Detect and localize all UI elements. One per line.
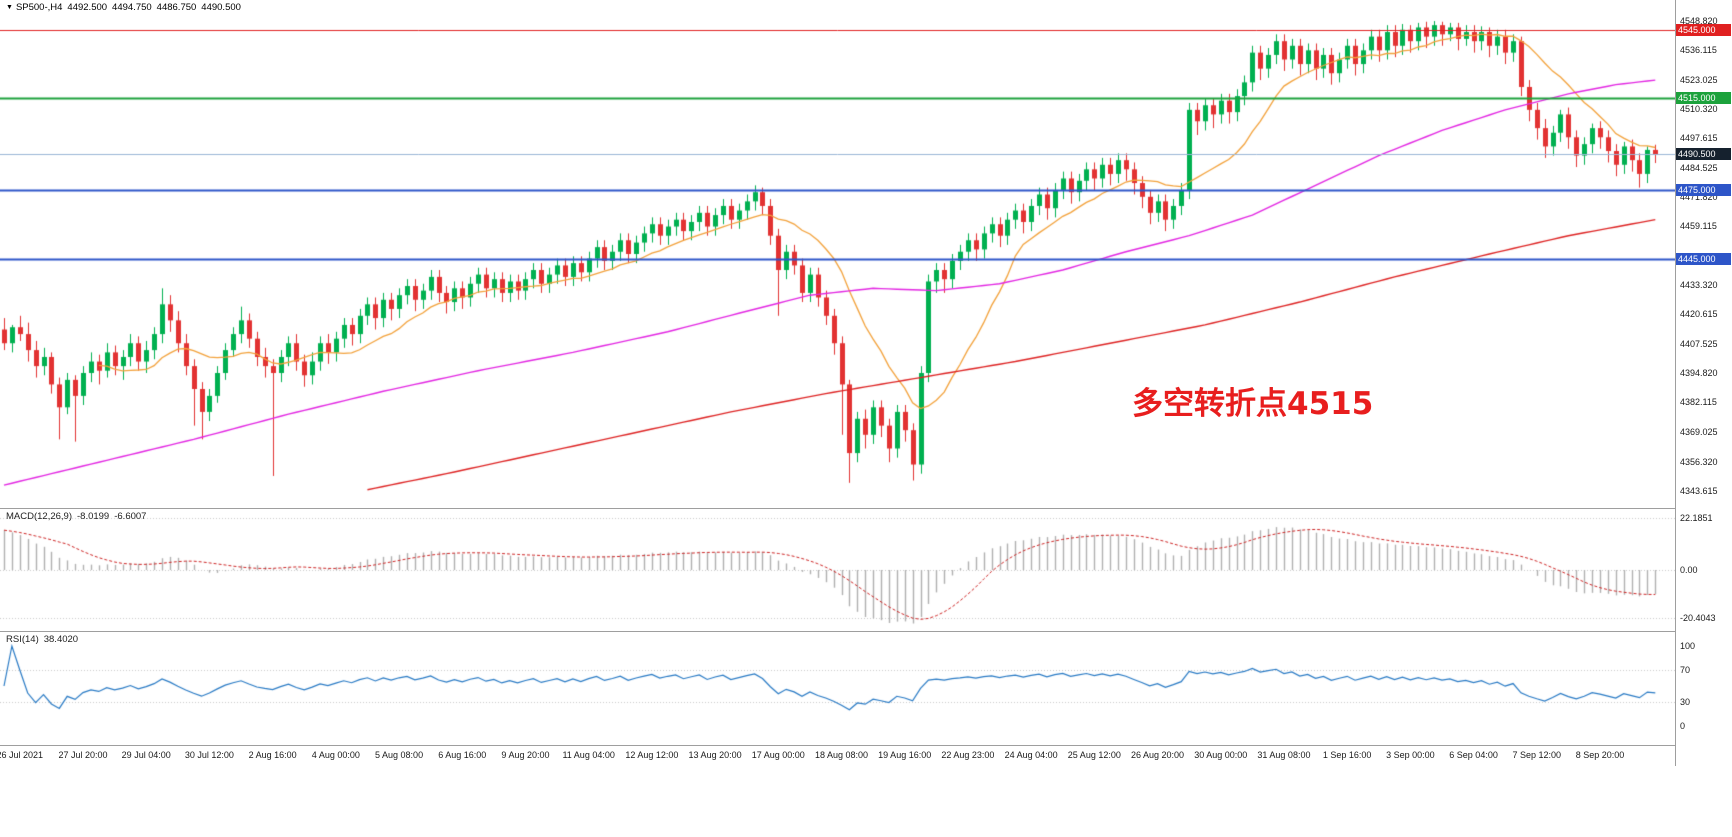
macd-main-value: -8.0199 [77, 511, 110, 522]
ohlc-close: 4490.500 [201, 2, 241, 13]
axis-separator [1675, 0, 1676, 766]
macd-panel [0, 508, 1675, 631]
price-badge: 4545.000 [1676, 23, 1731, 36]
rsi-scale-tick: 30 [1680, 697, 1691, 707]
time-label: 26 Jul 2021 [0, 750, 44, 760]
time-label: 6 Aug 16:00 [438, 750, 487, 760]
symbol-dropdown-icon[interactable]: ▼ [6, 4, 13, 11]
time-label: 18 Aug 08:00 [814, 750, 869, 760]
time-label: 30 Aug 00:00 [1194, 750, 1248, 760]
time-label: 31 Aug 08:00 [1257, 750, 1311, 760]
rsi-indicator-chart[interactable] [0, 632, 1675, 745]
price-tick: 4394.820 [1680, 368, 1718, 379]
price-tick: 4356.320 [1680, 456, 1718, 467]
macd-scale-tick: 0.00 [1680, 565, 1698, 575]
time-label: 7 Sep 12:00 [1512, 750, 1562, 760]
price-tick: 4536.115 [1680, 45, 1717, 56]
price-badge: 4475.000 [1676, 183, 1731, 196]
chart-annotation: 多空转折点4515 [1132, 386, 1374, 422]
macd-indicator-chart[interactable] [0, 509, 1675, 631]
price-tick: 4523.025 [1680, 75, 1718, 86]
time-label: 19 Aug 16:00 [878, 750, 932, 760]
time-label: 30 Jul 12:00 [184, 750, 234, 760]
time-label: 11 Aug 04:00 [562, 750, 615, 760]
time-label: 8 Sep 20:00 [1575, 750, 1625, 760]
macd-scale-tick: 22.1851 [1680, 512, 1713, 523]
price-tick: 4420.615 [1680, 309, 1718, 320]
time-label: 27 Jul 20:00 [58, 750, 108, 760]
time-label: 26 Aug 20:00 [1131, 750, 1185, 760]
ohlc-low: 4486.750 [156, 2, 197, 13]
rsi-scale-tick: 70 [1680, 665, 1691, 675]
time-label: 12 Aug 12:00 [625, 750, 679, 760]
rsi-value: 38.4020 [43, 634, 79, 645]
macd-signal-value: -6.6007 [114, 511, 147, 522]
time-label: 4 Aug 00:00 [311, 750, 360, 760]
price-badge: 4445.000 [1676, 252, 1731, 265]
time-label: 29 Jul 04:00 [121, 750, 171, 760]
rsi-scale-tick: 0 [1680, 721, 1686, 731]
time-label: 13 Aug 20:00 [688, 750, 742, 760]
time-label: 9 Aug 20:00 [501, 750, 550, 760]
time-label: 22 Aug 23:00 [941, 750, 995, 760]
price-tick: 4369.025 [1680, 427, 1718, 438]
price-tick: 4382.115 [1680, 397, 1717, 408]
time-label: 6 Sep 04:00 [1449, 750, 1498, 760]
rsi-panel [0, 631, 1675, 745]
price-tick: 4407.525 [1680, 339, 1718, 350]
symbol-timeframe: SP500-,H4 [15, 2, 63, 13]
ohlc-high: 4494.750 [112, 2, 152, 13]
time-label: 24 Aug 04:00 [1004, 750, 1058, 760]
time-label: 5 Aug 08:00 [375, 750, 424, 760]
rsi-name: RSI(14) [6, 634, 39, 645]
price-tick: 4459.115 [1680, 221, 1717, 232]
ohlc-open: 4492.500 [67, 2, 108, 13]
price-tick: 4497.615 [1680, 133, 1718, 144]
rsi-scale-tick: 100 [1680, 641, 1696, 651]
time-label: 2 Aug 16:00 [248, 750, 297, 760]
price-tick: 4484.525 [1680, 163, 1718, 174]
time-label: 17 Aug 00:00 [751, 750, 805, 760]
main-chart-panel [0, 0, 1675, 508]
macd-scale-tick: -20.4043 [1680, 612, 1716, 623]
macd-indicator-label: MACD(12,26,9) -8.0199 -6.6007 [6, 511, 151, 522]
price-badge: 4490.500 [1676, 148, 1731, 161]
symbol-ohlc-info: ▼ SP500-,H4 4492.500 4494.750 4486.750 4490.5… [6, 2, 246, 13]
time-label: 3 Sep 00:00 [1386, 750, 1435, 760]
price-badge: 4515.000 [1676, 92, 1731, 105]
main-price-chart[interactable] [0, 0, 1675, 508]
time-label: 25 Aug 12:00 [1067, 750, 1121, 760]
price-tick: 4343.615 [1680, 485, 1718, 496]
price-tick: 4471.820 [1680, 192, 1718, 203]
price-tick: 4433.320 [1680, 280, 1718, 291]
price-tick: 4548.820 [1680, 16, 1718, 26]
price-tick: 4510.320 [1680, 104, 1718, 115]
time-axis[interactable]: 26 Jul 2021 27 Jul 20:00 29 Jul 04:00 30 Ju… [0, 745, 1675, 766]
rsi-indicator-label: RSI(14) 38.4020 [6, 634, 83, 645]
price-axis[interactable]: 4548.820 4536.115 4523.025 4510.320 4497.615… [1676, 0, 1731, 766]
time-label: 1 Sep 16:00 [1322, 750, 1372, 760]
macd-name: MACD(12,26,9) [6, 511, 72, 522]
